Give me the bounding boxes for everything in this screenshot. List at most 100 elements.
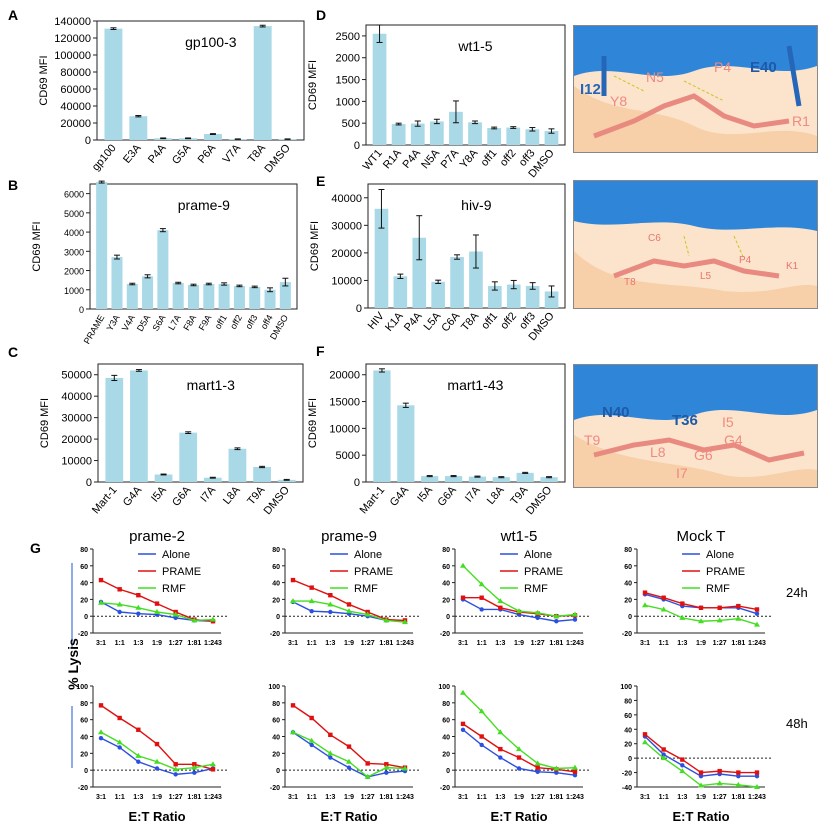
x-tick-label: G6A	[436, 484, 460, 509]
data-point	[698, 782, 704, 788]
y-tick-label: 5000	[64, 209, 84, 219]
x-tick-label: 3:1	[96, 794, 106, 801]
x-tick-label: I7A	[198, 484, 218, 505]
y-tick-label: 60	[624, 713, 632, 720]
data-point	[754, 784, 760, 789]
data-point	[572, 769, 578, 775]
panel-letter: G	[30, 540, 41, 556]
y-tick-label: 30000	[331, 220, 362, 232]
line-chart-G-mock-24h: -20 0 20 40 60 80 3:1 1:1 1:3 1:9 1:27 1:81 1:243 Moc…	[622, 528, 773, 647]
x-tick-label: off1	[479, 310, 500, 332]
x-tick-label: 3:1	[96, 640, 106, 647]
data-point	[661, 752, 666, 757]
data-point	[642, 732, 648, 737]
y-tick-label: -20	[440, 785, 450, 792]
x-tick-label: I5A	[149, 484, 169, 505]
data-point	[154, 766, 160, 771]
data-point	[479, 595, 484, 600]
legend-label: PRAME	[706, 566, 745, 578]
x-tick-label: F8A	[181, 313, 198, 332]
y-tick-label: 4000	[64, 228, 84, 238]
data-point	[309, 608, 314, 614]
bar	[111, 257, 123, 309]
data-point	[680, 763, 685, 768]
x-tick-label: Mart-1	[90, 484, 120, 516]
line-chart-G-mock-48h: -40 -20 0 20 40 60 80 100 3:1 1:1 1:3 1:9 1:27 1:81 1:…	[620, 684, 773, 824]
bar	[142, 276, 154, 309]
legend-label: Alone	[162, 549, 190, 561]
line-chart-G-prame-2-24h: -20 0 20 40 60 80 3:1 1:1 1:3 1:9 1:27 1:81 1:243 pra…	[78, 528, 229, 647]
x-tick-label: 3:1	[458, 794, 468, 801]
bar	[468, 476, 487, 482]
y-tick-label: -20	[622, 631, 632, 638]
data-point	[735, 781, 742, 787]
panel-letter: E	[316, 173, 325, 189]
bar	[218, 284, 230, 309]
bar	[487, 127, 502, 145]
y-tick-label: 0	[446, 768, 450, 775]
y-tick-label: 2000	[336, 53, 360, 65]
line-chart-G-prame-2-48h: -20 0 20 40 60 80 100 3:1 1:1 1:3 1:9 1:27 1:81 1:243…	[76, 684, 229, 824]
data-point	[535, 769, 540, 775]
data-point	[497, 729, 504, 735]
x-tick-label: L5A	[422, 310, 444, 333]
x-tick-label: 1:9	[696, 794, 706, 801]
x-tick-label: 1:1	[307, 794, 317, 801]
data-point	[308, 598, 315, 604]
y-tick-label: 40	[442, 581, 450, 588]
x-tick-label: E3A	[121, 142, 144, 166]
bar	[179, 138, 198, 140]
y-tick-label: -20	[78, 785, 88, 792]
x-axis-label: E:T Ratio	[490, 809, 547, 824]
y-tick-label: 40000	[61, 391, 92, 403]
data-point	[210, 767, 216, 772]
data-point	[384, 770, 389, 775]
x-tick-label: 1:27	[361, 640, 375, 647]
x-tick-label: DMSO	[262, 484, 293, 517]
data-point	[172, 611, 179, 617]
y-tick-label: 0	[628, 756, 632, 763]
data-point	[460, 595, 466, 600]
data-point	[210, 761, 216, 767]
struct-label: Y8	[610, 93, 627, 109]
x-tick-label: 1:3	[495, 640, 505, 647]
legend-label: RMF	[706, 583, 730, 595]
y-tick-label: 0	[354, 140, 360, 152]
y-tick-label: 50000	[61, 370, 92, 382]
x-tick-label: 1:9	[344, 640, 354, 647]
x-tick-label: off1	[479, 147, 500, 169]
y-tick-label: 100000	[54, 50, 91, 62]
data-point	[346, 744, 352, 749]
data-point	[554, 770, 559, 775]
y-tick-label: 60	[272, 564, 280, 571]
y-tick-label: 60	[80, 718, 88, 725]
data-point	[117, 609, 122, 615]
data-point	[98, 703, 104, 708]
x-tick-label: 1:9	[514, 640, 524, 647]
data-point	[309, 585, 314, 590]
x-tick-label: G6A	[170, 484, 194, 509]
chart-title: mart1-3	[187, 377, 235, 393]
data-point	[478, 708, 485, 714]
struct-label: E40	[750, 59, 777, 76]
x-tick-label: 1:1	[307, 640, 317, 647]
legend-label: Alone	[354, 549, 382, 561]
y-tick-label: 3000	[64, 247, 84, 257]
bar	[525, 285, 540, 308]
x-tick-label: N5A	[419, 147, 442, 172]
y-tick-label: 20	[442, 751, 450, 758]
data-point	[309, 742, 314, 748]
bar	[397, 405, 415, 482]
bar	[525, 129, 540, 145]
data-point	[717, 605, 722, 610]
data-point	[384, 762, 389, 767]
y-tick-label: 80000	[60, 67, 91, 79]
bar	[506, 284, 521, 308]
panel-letter: C	[8, 344, 18, 360]
bar	[516, 472, 534, 482]
x-tick-label: off1	[213, 313, 229, 331]
y-tick-label: 40	[272, 581, 280, 588]
data-point	[535, 765, 540, 770]
x-tick-label: P6A	[196, 142, 219, 166]
